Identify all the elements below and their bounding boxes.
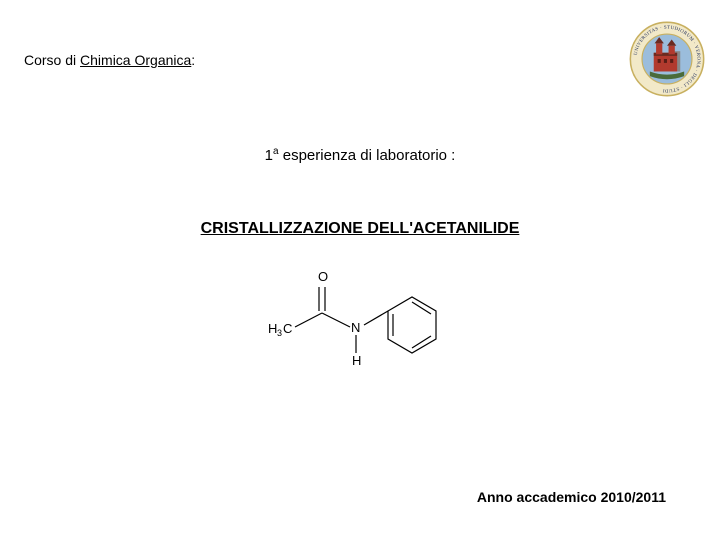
subtitle-ordinal: 1 xyxy=(265,147,273,164)
course-prefix: Corso di xyxy=(24,52,80,68)
label-h: H xyxy=(352,353,361,368)
subtitle-rest: esperienza di laboratorio : xyxy=(279,147,456,164)
svg-text:3: 3 xyxy=(277,328,282,338)
label-o: O xyxy=(318,269,328,284)
svg-text:C: C xyxy=(283,321,292,336)
label-h3c: H xyxy=(268,321,277,336)
label-n: N xyxy=(351,320,360,335)
course-suffix: : xyxy=(191,52,195,68)
main-title: CRISTALLIZZAZIONE DELL'ACETANILIDE xyxy=(0,220,720,238)
page: Corso di Chimica Organica: UNIVERSITAS ·… xyxy=(0,0,720,540)
university-seal: UNIVERSITAS · STUDIORUM · VERONA · DEGLI… xyxy=(628,20,706,98)
academic-year: Anno accademico 2010/2011 xyxy=(477,489,666,505)
acetanilide-structure: H 3 C O N H xyxy=(250,265,470,385)
subtitle: 1a esperienza di laboratorio : xyxy=(0,146,720,164)
course-name: Chimica Organica xyxy=(80,52,191,68)
course-label: Corso di Chimica Organica: xyxy=(24,52,195,68)
